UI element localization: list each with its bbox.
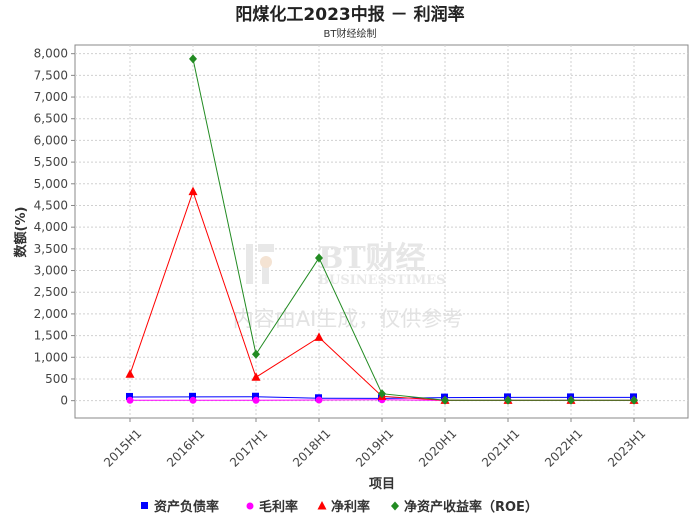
x-tick-label: 2020H1 (416, 426, 459, 469)
x-tick-label: 2018H1 (290, 426, 333, 469)
x-tick-label: 2023H1 (605, 426, 648, 469)
legend-label: 净利率 (331, 499, 370, 515)
y-tick-label: 4,000 (34, 220, 68, 234)
series-4 (189, 54, 638, 405)
data-point (126, 392, 133, 400)
data-point (189, 392, 196, 400)
series-line (192, 58, 634, 401)
y-tick-label: 6,000 (34, 133, 68, 147)
data-point (252, 392, 259, 400)
y-tick-label: 0 (60, 394, 68, 408)
data-point (630, 395, 638, 405)
y-tick-label: 7,000 (34, 90, 68, 104)
data-point (125, 369, 135, 378)
x-tick-label: 2021H1 (479, 426, 522, 469)
legend-item: 净利率 (317, 499, 370, 515)
plot-area (74, 44, 689, 419)
data-point (189, 396, 197, 404)
data-point (251, 372, 261, 381)
watermark: BT财经 BUSINESSTIMES 内容由AI生成，仅供参考 (233, 241, 464, 331)
legend-marker (141, 502, 148, 509)
y-tick-label: 5,000 (34, 177, 68, 191)
y-tick-label: 2,000 (34, 307, 68, 321)
data-point (252, 396, 260, 404)
y-tick-label: 1,000 (34, 350, 68, 364)
y-tick-label: 500 (45, 372, 68, 386)
y-tick-label: 7,500 (34, 68, 68, 82)
watermark-brand-en: BUSINESSTIMES (318, 273, 446, 288)
x-axis-title: 项目 (369, 477, 395, 492)
y-axis-ticks: 0 500 1,000 1,500 2,000 2,500 3,000 3,500 4,000 4… (34, 47, 75, 408)
data-point (378, 389, 386, 399)
legend-label: 净资产收益率（ROE） (404, 499, 538, 515)
watermark-note: 内容由AI生成，仅供参考 (233, 307, 464, 331)
legend-label: 毛利率 (259, 499, 298, 515)
data-point (315, 253, 323, 263)
data-point (126, 396, 134, 404)
legend-item: 资产负债率 (141, 499, 219, 515)
y-tick-label: 3,500 (34, 242, 68, 256)
legend-label: 资产负债率 (154, 499, 219, 515)
x-tick-label: 2016H1 (164, 426, 207, 469)
legend-item: 毛利率 (246, 499, 298, 515)
y-tick-label: 4,500 (34, 198, 68, 212)
data-point (504, 395, 512, 405)
data-point (314, 332, 324, 341)
legend-marker (246, 502, 254, 510)
watermark-logo-icon (246, 244, 274, 284)
x-tick-label: 2015H1 (101, 426, 144, 469)
legend: 资产负债率 毛利率 净利率 净资产收益率（ROE） (141, 499, 538, 515)
y-tick-label: 8,000 (34, 47, 68, 61)
data-point (188, 186, 198, 196)
chart-subtitle: BT财经绘制 (324, 27, 377, 40)
legend-marker (317, 501, 327, 510)
x-tick-label: 2019H1 (353, 426, 396, 469)
data-point (441, 395, 449, 405)
x-tick-label: 2022H1 (542, 426, 585, 469)
chart-title: 阳煤化工2023中报 － 利润率 (235, 4, 464, 25)
y-tick-label: 1,500 (34, 329, 68, 343)
y-tick-label: 2,500 (34, 285, 68, 299)
data-point (252, 349, 260, 359)
y-tick-label: 3,000 (34, 264, 68, 278)
y-tick-label: 6,500 (34, 112, 68, 126)
legend-item: 净资产收益率（ROE） (391, 499, 538, 515)
watermark-brand: BT财经 (318, 241, 426, 276)
data-point (315, 396, 323, 404)
y-axis-title: 数额(%) (13, 207, 29, 258)
data-point (189, 54, 197, 64)
x-tick-label: 2017H1 (227, 426, 270, 469)
y-tick-label: 5,500 (34, 155, 68, 169)
data-point (567, 395, 575, 405)
x-axis-ticks: 2015H1 2016H1 2017H1 2018H1 2019H1 2020H1 2021… (101, 418, 648, 470)
series-layer (125, 54, 639, 405)
legend-marker (391, 501, 399, 511)
